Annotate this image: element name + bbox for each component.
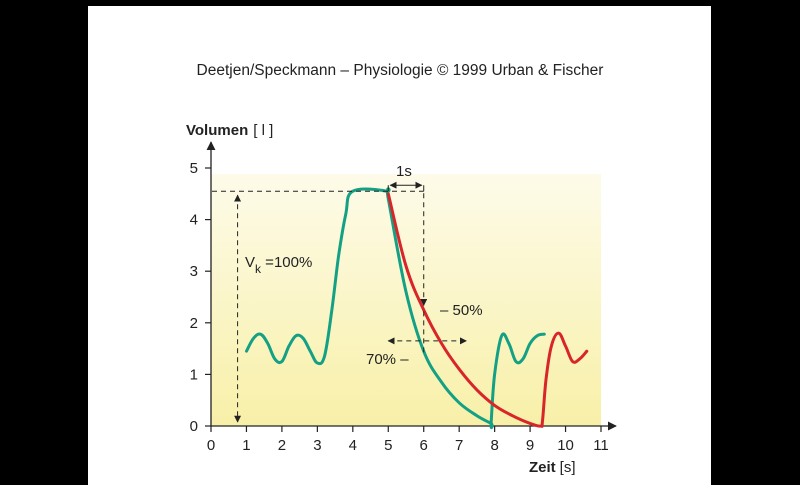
x-tick-label: 1 bbox=[242, 437, 250, 454]
y-tick-label: 0 bbox=[190, 418, 198, 435]
y-tick-label: 5 bbox=[190, 160, 198, 177]
y-tick-label: 3 bbox=[190, 263, 198, 280]
y-tick-label: 4 bbox=[190, 212, 198, 229]
span-label: 1s bbox=[396, 163, 412, 180]
x-tick-label: 6 bbox=[420, 437, 428, 454]
x-tick-label: 3 bbox=[313, 437, 321, 454]
annotations bbox=[212, 181, 467, 423]
y-axis-title-bold: Volumen bbox=[186, 122, 248, 139]
x-tick-label: 4 bbox=[349, 437, 357, 454]
vk-sub: k bbox=[255, 262, 262, 276]
y-axis-title-unit: [ l ] bbox=[253, 122, 273, 139]
x-axis-title-bold: Zeit bbox=[529, 459, 556, 476]
axes: 0 1 2 3 4 5 6 7 8 9 10 11 0 1 2 3 4 5 bbox=[190, 141, 617, 454]
y-axis-title: Volumen [ l ] bbox=[186, 122, 273, 139]
x-tick-label: 0 bbox=[207, 437, 215, 454]
y-tick-label: 1 bbox=[190, 366, 198, 383]
x-tick-label: 7 bbox=[455, 437, 463, 454]
x-tick-label: 5 bbox=[384, 437, 392, 454]
x-tick-label: 10 bbox=[557, 437, 574, 454]
x-tick-label: 9 bbox=[526, 437, 534, 454]
y-tick-label: 2 bbox=[190, 315, 198, 332]
label-70-percent: 70% – bbox=[366, 351, 409, 368]
x-tick-label: 11 bbox=[593, 437, 609, 454]
vk-rest: =100% bbox=[261, 254, 312, 271]
plot-background bbox=[211, 174, 601, 426]
label-50-percent: – 50% bbox=[440, 302, 483, 319]
x-axis-title-unit: [s] bbox=[560, 459, 576, 476]
x-axis-title: Zeit [s] bbox=[529, 459, 576, 476]
figure-credit: Deetjen/Speckmann – Physiologie © 1999 U… bbox=[196, 62, 604, 79]
vk-label: Vk =100% bbox=[245, 254, 312, 276]
x-tick-label: 8 bbox=[490, 437, 498, 454]
vk-main: V bbox=[245, 254, 255, 271]
x-tick-label: 2 bbox=[278, 437, 286, 454]
